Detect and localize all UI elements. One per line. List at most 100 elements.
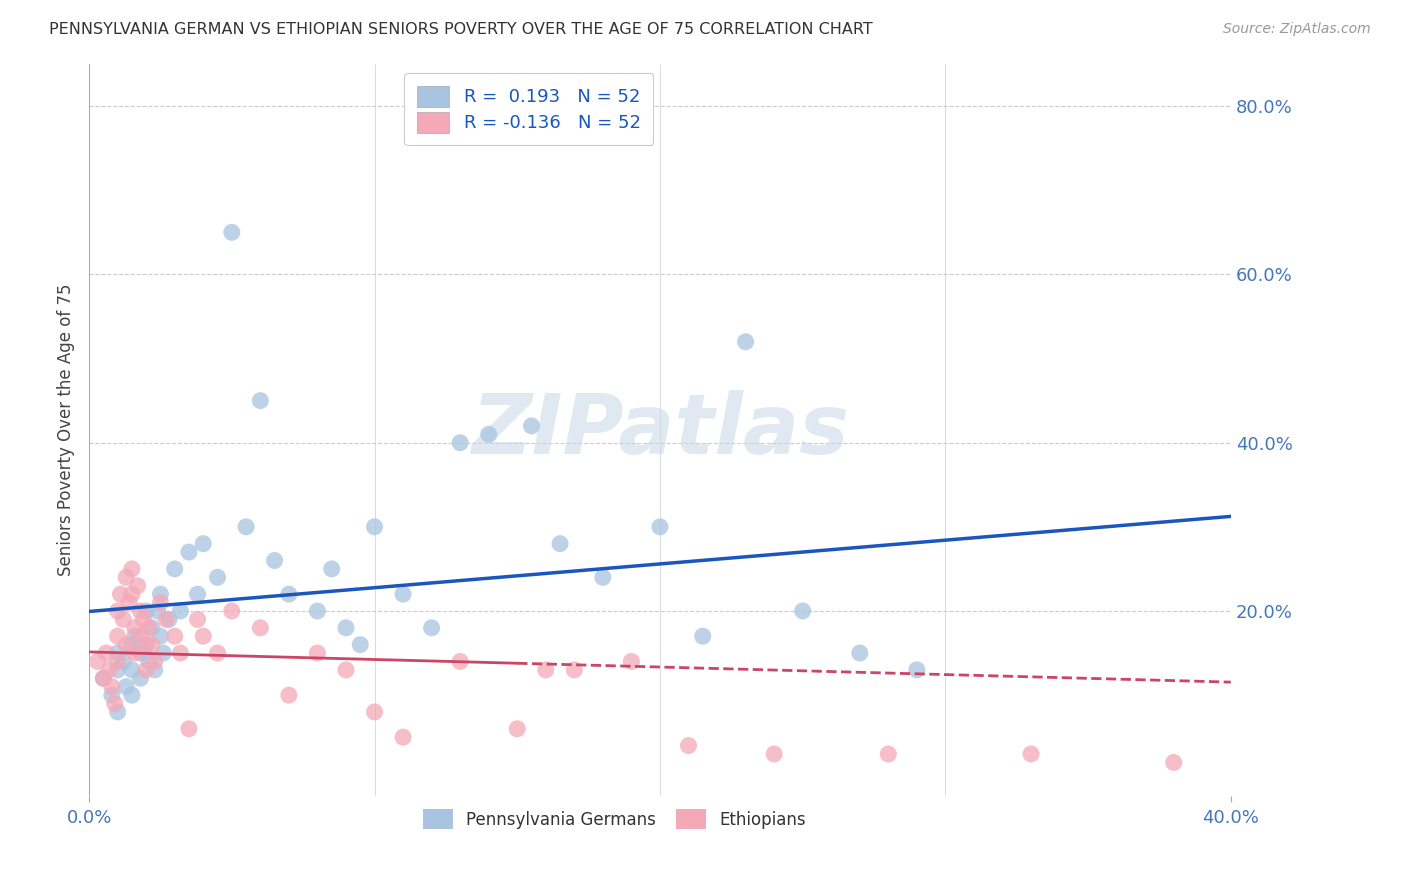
Point xyxy=(186,587,208,601)
Text: ZIPatlas: ZIPatlas xyxy=(471,390,849,471)
Point xyxy=(163,629,186,643)
Point xyxy=(107,655,129,669)
Point xyxy=(101,680,124,694)
Point xyxy=(149,587,172,601)
Point xyxy=(678,739,700,753)
Point xyxy=(143,655,166,669)
Point xyxy=(124,621,146,635)
Point xyxy=(877,747,900,761)
Point xyxy=(648,520,671,534)
Point xyxy=(363,520,385,534)
Point xyxy=(146,604,169,618)
Point xyxy=(112,655,135,669)
Point xyxy=(169,604,191,618)
Legend: Pennsylvania Germans, Ethiopians: Pennsylvania Germans, Ethiopians xyxy=(416,803,813,835)
Point xyxy=(149,629,172,643)
Point xyxy=(1163,756,1185,770)
Point xyxy=(157,612,180,626)
Point xyxy=(138,621,160,635)
Point xyxy=(107,705,129,719)
Point xyxy=(135,604,157,618)
Point xyxy=(129,604,152,618)
Point xyxy=(112,612,135,626)
Point xyxy=(124,646,146,660)
Point xyxy=(221,225,243,239)
Point xyxy=(129,629,152,643)
Point xyxy=(349,638,371,652)
Point xyxy=(277,587,299,601)
Point xyxy=(141,638,163,652)
Point xyxy=(115,570,138,584)
Point xyxy=(129,646,152,660)
Y-axis label: Seniors Poverty Over the Age of 75: Seniors Poverty Over the Age of 75 xyxy=(58,284,75,576)
Point xyxy=(135,638,157,652)
Point xyxy=(107,646,129,660)
Point xyxy=(107,663,129,677)
Point xyxy=(121,663,143,677)
Point xyxy=(335,663,357,677)
Point xyxy=(207,646,229,660)
Point xyxy=(307,646,329,660)
Point xyxy=(121,638,143,652)
Point xyxy=(186,612,208,626)
Point xyxy=(177,545,200,559)
Point xyxy=(620,655,643,669)
Text: Source: ZipAtlas.com: Source: ZipAtlas.com xyxy=(1223,22,1371,37)
Point xyxy=(107,629,129,643)
Point xyxy=(520,418,543,433)
Point xyxy=(363,705,385,719)
Point xyxy=(124,629,146,643)
Point xyxy=(101,688,124,702)
Text: PENNSYLVANIA GERMAN VS ETHIOPIAN SENIORS POVERTY OVER THE AGE OF 75 CORRELATION : PENNSYLVANIA GERMAN VS ETHIOPIAN SENIORS… xyxy=(49,22,873,37)
Point xyxy=(905,663,928,677)
Point xyxy=(93,671,115,685)
Point xyxy=(152,646,174,660)
Point xyxy=(121,688,143,702)
Point xyxy=(562,663,585,677)
Point xyxy=(132,612,155,626)
Point xyxy=(149,596,172,610)
Point xyxy=(207,570,229,584)
Point xyxy=(506,722,529,736)
Point xyxy=(1019,747,1042,761)
Point xyxy=(221,604,243,618)
Point xyxy=(449,435,471,450)
Point xyxy=(129,671,152,685)
Point xyxy=(135,663,157,677)
Point xyxy=(534,663,557,677)
Point xyxy=(449,655,471,669)
Point xyxy=(121,562,143,576)
Point xyxy=(792,604,814,618)
Point xyxy=(307,604,329,618)
Point xyxy=(121,587,143,601)
Point xyxy=(249,393,271,408)
Point xyxy=(98,663,121,677)
Point xyxy=(420,621,443,635)
Point xyxy=(86,655,108,669)
Point xyxy=(235,520,257,534)
Point xyxy=(263,553,285,567)
Point xyxy=(143,663,166,677)
Point xyxy=(115,680,138,694)
Point xyxy=(138,655,160,669)
Point xyxy=(392,730,415,744)
Point xyxy=(169,646,191,660)
Point xyxy=(277,688,299,702)
Point xyxy=(107,604,129,618)
Point xyxy=(110,587,132,601)
Point xyxy=(692,629,714,643)
Point xyxy=(193,629,215,643)
Point xyxy=(763,747,786,761)
Point xyxy=(127,579,149,593)
Point xyxy=(115,638,138,652)
Point xyxy=(249,621,271,635)
Point xyxy=(96,646,118,660)
Point xyxy=(193,536,215,550)
Point xyxy=(392,587,415,601)
Point xyxy=(93,671,115,685)
Point xyxy=(163,562,186,576)
Point xyxy=(118,596,141,610)
Point xyxy=(177,722,200,736)
Point xyxy=(135,638,157,652)
Point xyxy=(335,621,357,635)
